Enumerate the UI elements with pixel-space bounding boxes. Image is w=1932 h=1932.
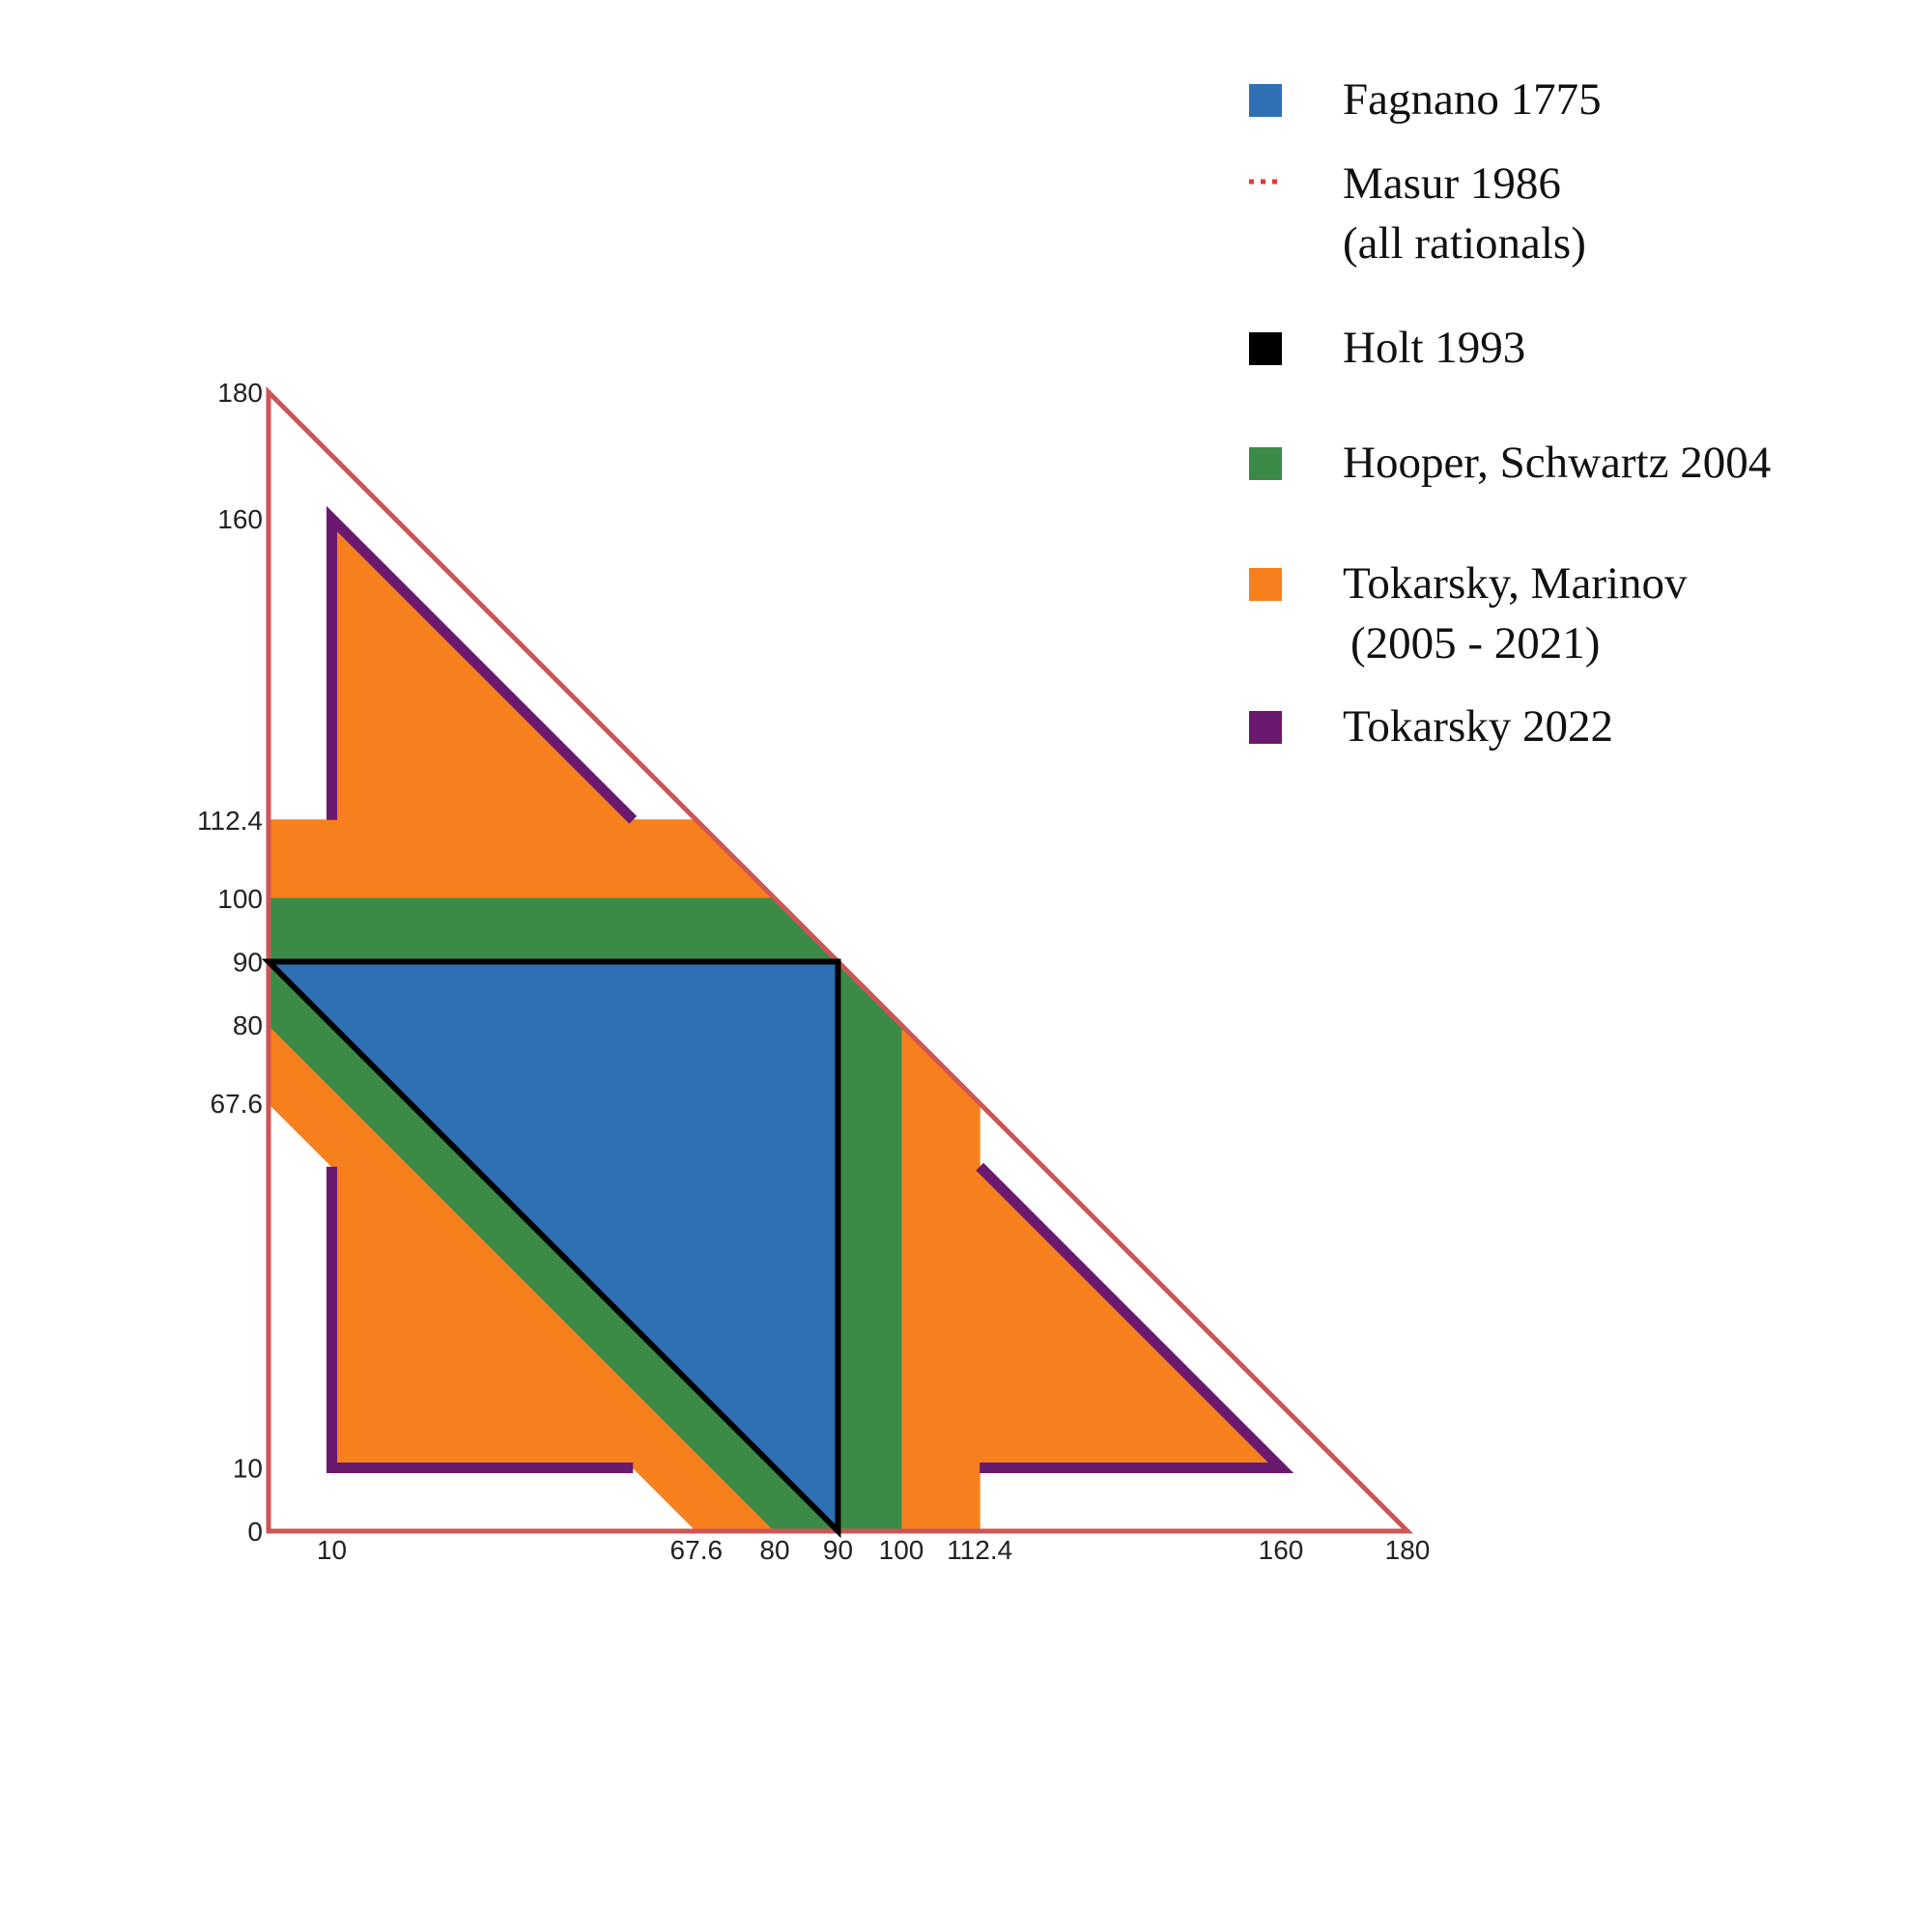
y-tick-label: 67.6: [211, 1089, 264, 1119]
y-axis-ticks: 0 10 67.6 80 90 100 112.4 160 180: [197, 378, 263, 1547]
y-tick-label: 90: [233, 948, 263, 978]
legend-entry-fagnano-1775: Fagnano 1775: [1249, 74, 1602, 125]
legend-label: Hooper, Schwartz 2004: [1343, 438, 1771, 488]
x-tick-label: 180: [1385, 1535, 1431, 1565]
legend-label: Holt 1993: [1343, 323, 1525, 373]
y-tick-label: 160: [217, 504, 263, 534]
tokarsky-marinov-2005-2021-region-4: [900, 1023, 980, 1532]
x-axis-ticks: 10 67.6 80 90 100 112.4 160 180: [317, 1535, 1430, 1565]
hooper-schwartz-2004-region-2: [838, 960, 902, 1532]
tokarsky-2022-boundary-2: [976, 1162, 1294, 1473]
y-tick-label: 180: [217, 378, 263, 408]
y-tick-label: 112.4: [197, 806, 263, 836]
tokarsky-2022-boundary-1: [327, 505, 638, 824]
legend: Fagnano 1775 Masur 1986 (all rationals) Hol…: [1249, 74, 1771, 752]
x-tick-label: 160: [1259, 1535, 1304, 1565]
legend-entry-holt-1993: Holt 1993: [1249, 323, 1525, 373]
x-tick-label: 90: [823, 1535, 853, 1565]
hooper-schwartz-2004-region-1: [268, 897, 839, 962]
legend-swatch: [1249, 568, 1282, 601]
legend-entry-tokarsky-marinov: Tokarsky, Marinov (2005 - 2021): [1249, 558, 1688, 668]
y-tick-label: 0: [247, 1517, 263, 1547]
legend-swatch: [1249, 84, 1282, 117]
legend-label: (2005 - 2021): [1350, 618, 1600, 668]
x-tick-label: 112.4: [947, 1535, 1012, 1565]
legend-swatch: [1249, 447, 1282, 480]
tokarsky-marinov-2005-2021-region-2: [268, 819, 777, 899]
y-tick-label: 80: [233, 1010, 263, 1040]
legend-entry-masur-1986: Masur 1986 (all rationals): [1249, 158, 1586, 269]
legend-label: Tokarsky 2022: [1343, 701, 1613, 752]
x-tick-label: 100: [879, 1535, 924, 1565]
tokarsky-2022-boundary-3: [327, 1166, 634, 1473]
legend-label: Fagnano 1775: [1343, 74, 1602, 125]
legend-swatch: [1249, 332, 1282, 365]
x-tick-label: 10: [317, 1535, 347, 1565]
legend-entry-hooper-schwartz-2004: Hooper, Schwartz 2004: [1249, 438, 1771, 488]
legend-entry-tokarsky-2022: Tokarsky 2022: [1249, 701, 1613, 752]
x-tick-label: 67.6: [670, 1535, 724, 1565]
legend-label: Tokarsky, Marinov: [1343, 558, 1688, 609]
legend-swatch: [1249, 711, 1282, 744]
legend-label: Masur 1986: [1343, 158, 1561, 209]
y-tick-label: 10: [233, 1454, 263, 1484]
legend-label: (all rationals): [1343, 218, 1586, 269]
holt-1993-outline-1: [261, 958, 841, 1539]
plot-area: [261, 385, 1414, 1539]
x-tick-label: 80: [759, 1535, 789, 1565]
y-tick-label: 100: [217, 884, 263, 914]
